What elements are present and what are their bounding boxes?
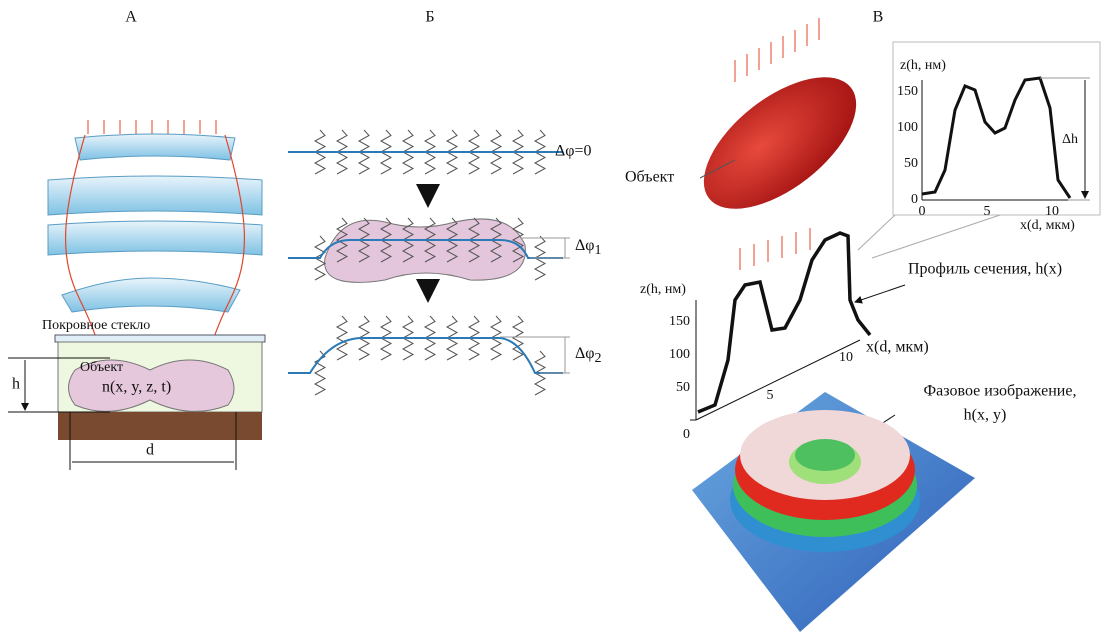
wave xyxy=(337,316,347,360)
cover-glass xyxy=(55,335,265,342)
y-tick-label: 100 xyxy=(669,347,690,362)
refractive-index: n(x, y, z, t) xyxy=(102,379,171,396)
phase-torus xyxy=(730,410,920,552)
lenses xyxy=(48,134,262,312)
phase-sub: 1 xyxy=(595,243,602,258)
x-tick-label: 5 xyxy=(767,388,774,403)
y-tick-label: 50 xyxy=(676,380,690,395)
y-tick-label: 150 xyxy=(897,84,918,99)
figure: А Покровное стекло Объект n(x, y, z, t) … xyxy=(0,0,1119,636)
substrate xyxy=(58,412,262,440)
profile-axes xyxy=(690,233,905,428)
y-tick-label: 150 xyxy=(669,314,690,329)
profile-title: Профиль сечения, h(x) xyxy=(908,261,1062,278)
y-label: z(h, нм) xyxy=(900,58,946,73)
phase-label: Δφ=0 xyxy=(555,143,592,160)
panel-label: А xyxy=(125,9,137,26)
wave xyxy=(315,351,325,395)
x-tick-label: 0 xyxy=(919,204,926,219)
x-tick-label: 10 xyxy=(1045,204,1059,219)
y-label: z(h, нм) xyxy=(640,282,686,297)
phase-symbol: Δφ xyxy=(575,237,595,254)
x-label: x(d, мкм) xyxy=(866,339,929,356)
phase-title: Фазовое изображение, xyxy=(924,383,1077,400)
phase-symbol: Δφ xyxy=(575,345,595,362)
object-label: Объект xyxy=(80,360,123,375)
x-tick-label: 5 xyxy=(984,204,991,219)
phase-sub: 2 xyxy=(595,351,602,366)
y-tick-label: 0 xyxy=(911,192,918,207)
x-label: x(d, мкм) xyxy=(1020,218,1075,233)
phase-title: h(x, y) xyxy=(964,407,1007,424)
height-label: h xyxy=(12,376,20,393)
panel-label: Б xyxy=(425,9,434,26)
phase-label: Δφ1 xyxy=(575,237,602,259)
red-blood-cell xyxy=(681,52,878,234)
y-tick-label: 50 xyxy=(904,156,918,171)
phase-label: Δφ2 xyxy=(575,345,602,367)
delta-label: Δh xyxy=(1062,132,1078,147)
cover-glass-label: Покровное стекло xyxy=(42,318,150,333)
wave xyxy=(513,316,523,360)
panel-label: В xyxy=(873,9,884,26)
y-tick-label: 0 xyxy=(683,427,690,442)
x-tick-label: 10 xyxy=(839,350,853,365)
y-tick-label: 100 xyxy=(897,120,918,135)
object-label: Объект xyxy=(625,169,674,186)
zoom-lines xyxy=(858,215,1000,258)
width-label: d xyxy=(146,442,154,459)
